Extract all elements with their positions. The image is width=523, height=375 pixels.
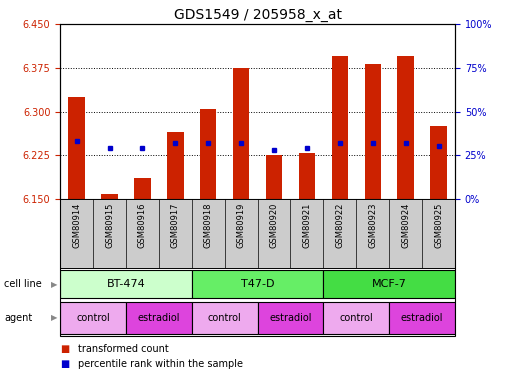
Bar: [101, 194, 118, 199]
Title: GDS1549 / 205958_x_at: GDS1549 / 205958_x_at: [174, 8, 342, 22]
Text: estradiol: estradiol: [269, 313, 312, 323]
Text: estradiol: estradiol: [401, 313, 444, 323]
Text: GSM80925: GSM80925: [434, 202, 443, 248]
Text: ▶: ▶: [51, 280, 58, 289]
Text: GSM80921: GSM80921: [302, 202, 311, 248]
Text: MCF-7: MCF-7: [372, 279, 407, 289]
Text: GSM80922: GSM80922: [335, 202, 344, 248]
Bar: [323, 302, 389, 334]
Bar: [192, 302, 258, 334]
Text: T47-D: T47-D: [241, 279, 275, 289]
Text: GSM80918: GSM80918: [204, 202, 213, 248]
Text: GSM80915: GSM80915: [105, 202, 114, 248]
Text: GSM80920: GSM80920: [269, 202, 279, 248]
Text: ▶: ▶: [51, 314, 58, 322]
Text: control: control: [76, 313, 110, 323]
Bar: [60, 270, 192, 298]
Text: control: control: [339, 313, 373, 323]
Bar: [323, 270, 455, 298]
Text: ■: ■: [60, 344, 70, 354]
Text: estradiol: estradiol: [138, 313, 180, 323]
Bar: [389, 302, 455, 334]
Bar: [134, 178, 151, 199]
Text: GSM80923: GSM80923: [368, 202, 377, 248]
Text: transformed count: transformed count: [78, 344, 169, 354]
Text: GSM80914: GSM80914: [72, 202, 81, 248]
Bar: [430, 126, 447, 199]
Bar: [266, 155, 282, 199]
Text: ■: ■: [60, 359, 70, 369]
Bar: [126, 302, 192, 334]
Text: GSM80919: GSM80919: [236, 202, 246, 248]
Bar: [192, 270, 323, 298]
Bar: [299, 153, 315, 199]
Bar: [60, 302, 126, 334]
Bar: [397, 56, 414, 199]
Text: control: control: [208, 313, 242, 323]
Bar: [167, 132, 184, 199]
Text: GSM80917: GSM80917: [171, 202, 180, 248]
Bar: [332, 56, 348, 199]
Text: BT-474: BT-474: [107, 279, 145, 289]
Text: cell line: cell line: [4, 279, 42, 289]
Bar: [69, 97, 85, 199]
Text: GSM80916: GSM80916: [138, 202, 147, 248]
Bar: [200, 109, 217, 199]
Bar: [257, 302, 323, 334]
Text: percentile rank within the sample: percentile rank within the sample: [78, 359, 243, 369]
Text: GSM80924: GSM80924: [401, 202, 410, 248]
Bar: [233, 68, 249, 199]
Bar: [365, 64, 381, 199]
Text: agent: agent: [4, 313, 32, 323]
